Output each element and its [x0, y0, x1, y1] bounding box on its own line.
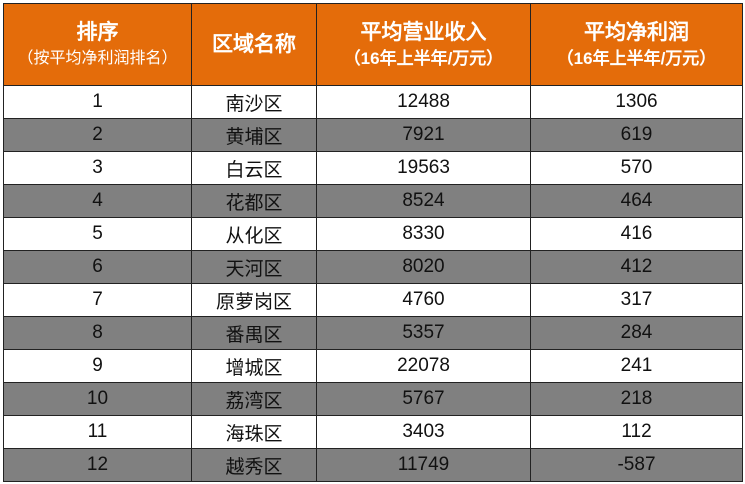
rank-cell: 12: [3, 448, 192, 482]
table-row: 3 白云区 19563 570: [3, 151, 743, 185]
district-cell: 从化区: [191, 217, 317, 251]
district-cell: 南沙区: [191, 85, 317, 119]
header-revenue-title: 平均营业收入: [360, 20, 487, 44]
rank-cell: 4: [3, 184, 192, 218]
header-revenue-subtitle: （16年上半年/万元）: [343, 48, 504, 68]
revenue-cell: 22078: [316, 349, 531, 383]
table-row: 9 增城区 22078 241: [3, 349, 743, 383]
rank-cell: 10: [3, 382, 192, 416]
rank-cell: 1: [3, 85, 192, 119]
header-rank-subtitle: （按平均净利润排名）: [17, 49, 178, 67]
district-cell: 增城区: [191, 349, 317, 383]
district-cell: 天河区: [191, 250, 317, 284]
revenue-cell: 3403: [316, 415, 531, 449]
revenue-cell: 11749: [316, 448, 531, 482]
profit-cell: 619: [530, 118, 743, 152]
rank-cell: 8: [3, 316, 192, 350]
rank-cell: 7: [3, 283, 192, 317]
profit-cell: 241: [530, 349, 743, 383]
header-district: 区域名称: [191, 3, 317, 86]
table-row: 6 天河区 8020 412: [3, 250, 743, 284]
revenue-cell: 19563: [316, 151, 531, 185]
table-row: 11 海珠区 3403 112: [3, 415, 743, 449]
profit-cell: 112: [530, 415, 743, 449]
header-rank: 排序 （按平均净利润排名）: [3, 3, 192, 86]
revenue-cell: 4760: [316, 283, 531, 317]
revenue-cell: 8020: [316, 250, 531, 284]
district-cell: 海珠区: [191, 415, 317, 449]
rank-cell: 11: [3, 415, 192, 449]
profit-cell: 416: [530, 217, 743, 251]
table-row: 10 荔湾区 5767 218: [3, 382, 743, 416]
profit-cell: 464: [530, 184, 743, 218]
district-cell: 荔湾区: [191, 382, 317, 416]
profit-cell: 570: [530, 151, 743, 185]
header-row: 排序 （按平均净利润排名） 区域名称 平均营业收入 （16年上半年/万元） 平均净利…: [3, 3, 743, 86]
profit-cell: 1306: [530, 85, 743, 119]
district-cell: 黄埔区: [191, 118, 317, 152]
table-row: 1 南沙区 12488 1306: [3, 85, 743, 119]
header-revenue: 平均营业收入 （16年上半年/万元）: [316, 3, 531, 86]
header-district-title: 区域名称: [212, 32, 296, 56]
rank-cell: 6: [3, 250, 192, 284]
district-cell: 花都区: [191, 184, 317, 218]
header-rank-title: 排序: [76, 20, 119, 44]
rank-cell: 2: [3, 118, 192, 152]
ranking-table: 排序 （按平均净利润排名） 区域名称 平均营业收入 （16年上半年/万元） 平均净利…: [3, 3, 743, 482]
profit-cell: -587: [530, 448, 743, 482]
table-row: 7 原萝岗区 4760 317: [3, 283, 743, 317]
revenue-cell: 8524: [316, 184, 531, 218]
district-cell: 番禺区: [191, 316, 317, 350]
table-row: 12 越秀区 11749 -587: [3, 448, 743, 482]
district-cell: 原萝岗区: [191, 283, 317, 317]
revenue-cell: 5767: [316, 382, 531, 416]
district-cell: 越秀区: [191, 448, 317, 482]
rank-cell: 3: [3, 151, 192, 185]
header-profit-subtitle: （16年上半年/万元）: [556, 48, 717, 68]
table-row: 2 黄埔区 7921 619: [3, 118, 743, 152]
revenue-cell: 12488: [316, 85, 531, 119]
header-profit: 平均净利润 （16年上半年/万元）: [530, 3, 743, 86]
table-row: 4 花都区 8524 464: [3, 184, 743, 218]
revenue-cell: 8330: [316, 217, 531, 251]
rank-cell: 9: [3, 349, 192, 383]
district-cell: 白云区: [191, 151, 317, 185]
table-row: 5 从化区 8330 416: [3, 217, 743, 251]
profit-cell: 218: [530, 382, 743, 416]
profit-cell: 284: [530, 316, 743, 350]
profit-cell: 412: [530, 250, 743, 284]
table-row: 8 番禺区 5357 284: [3, 316, 743, 350]
revenue-cell: 5357: [316, 316, 531, 350]
rank-cell: 5: [3, 217, 192, 251]
header-profit-title: 平均净利润: [584, 20, 689, 44]
profit-cell: 317: [530, 283, 743, 317]
revenue-cell: 7921: [316, 118, 531, 152]
